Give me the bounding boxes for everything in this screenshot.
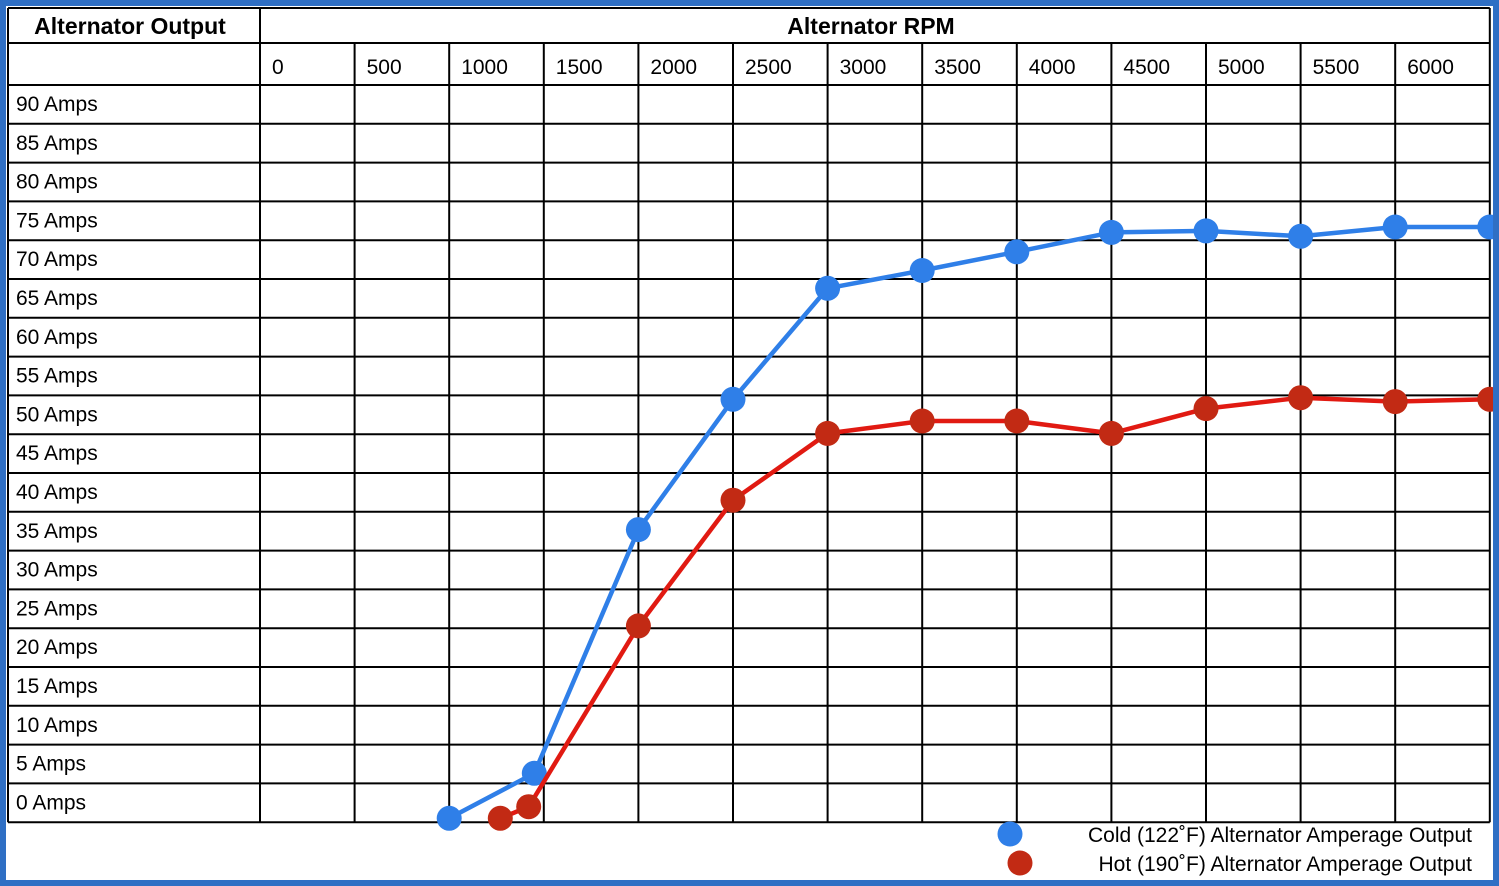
y-tick-labels: 90 Amps 85 Amps 80 Amps 75 Amps 70 Amps 65 Am… (16, 93, 98, 814)
data-point (909, 258, 935, 283)
data-point (625, 517, 651, 543)
y-tick-label: 40 Amps (16, 481, 98, 504)
y-tick-label: 15 Amps (16, 675, 98, 698)
y-tick-label: 75 Amps (16, 209, 98, 232)
x-tick-label: 4500 (1123, 56, 1170, 79)
data-point (1288, 385, 1314, 411)
data-point (1382, 214, 1408, 240)
data-point (1098, 219, 1124, 245)
x-tick-label: 1500 (556, 56, 603, 79)
x-tick-label: 2000 (650, 56, 697, 79)
data-point (487, 805, 513, 831)
y-tick-label: 90 Amps (16, 93, 98, 116)
data-point (625, 613, 651, 639)
y-tick-label: 0 Amps (16, 791, 86, 814)
y-tick-label: 30 Amps (16, 559, 98, 582)
y-tick-label: 50 Amps (16, 403, 98, 426)
data-point (909, 408, 935, 434)
y-tick-label: 45 Amps (16, 442, 98, 465)
series-line (446, 224, 1493, 821)
x-tick-label: 0 (272, 56, 284, 79)
y-tick-label: 35 Amps (16, 520, 98, 543)
x-tick-label: 2500 (745, 56, 792, 79)
x-tick-label: 6000 (1407, 56, 1454, 79)
legend-item: Hot (190˚F) Alternator Amperage Output (1007, 850, 1472, 876)
y-tick-label: 80 Amps (16, 171, 98, 194)
x-tick-labels: 0 500 1000 1500 2000 2500 3000 3500 4000 4500 5000… (272, 56, 1454, 79)
data-point (1004, 408, 1030, 434)
legend-item: Cold (122˚F) Alternator Amperage Output (997, 821, 1472, 847)
x-tick-label: 3500 (934, 56, 981, 79)
row-header-label: Alternator Output (34, 13, 226, 39)
y-tick-label: 60 Amps (16, 326, 98, 349)
x-tick-label: 500 (367, 56, 402, 79)
series-layer (436, 214, 1499, 831)
series-cold (436, 214, 1499, 831)
x-tick-label: 5000 (1218, 56, 1265, 79)
x-tick-label: 1000 (461, 56, 508, 79)
data-point (516, 794, 542, 820)
legend: Cold (122˚F) Alternator Amperage Output H… (997, 821, 1472, 876)
x-tick-label: 4000 (1029, 56, 1076, 79)
grid (7, 7, 1491, 824)
column-header-label: Alternator RPM (787, 13, 954, 39)
data-point (1382, 389, 1408, 415)
data-point (1288, 223, 1314, 249)
y-tick-label: 65 Amps (16, 287, 98, 310)
y-tick-label: 70 Amps (16, 248, 98, 271)
y-tick-label: 55 Amps (16, 365, 98, 388)
y-tick-label: 5 Amps (16, 753, 86, 776)
data-point (436, 805, 462, 831)
data-point (720, 386, 746, 412)
legend-label: Cold (122˚F) Alternator Amperage Output (1088, 824, 1472, 847)
series-line (498, 395, 1493, 821)
y-tick-label: 25 Amps (16, 597, 98, 620)
legend-marker (1007, 850, 1033, 876)
x-tick-label: 3000 (840, 56, 887, 79)
data-point (815, 275, 841, 301)
x-tick-label: 5500 (1313, 56, 1360, 79)
legend-marker (997, 821, 1023, 847)
legend-label: Hot (190˚F) Alternator Amperage Output (1098, 853, 1472, 876)
y-tick-label: 85 Amps (16, 132, 98, 155)
data-point (815, 420, 841, 446)
data-point (1193, 218, 1219, 244)
data-point (1098, 420, 1124, 446)
data-point (1193, 396, 1219, 422)
y-tick-label: 20 Amps (16, 636, 98, 659)
series-hot (487, 385, 1499, 831)
data-point (521, 760, 547, 786)
y-tick-label: 10 Amps (16, 714, 98, 737)
data-point (720, 487, 746, 513)
data-point (1004, 239, 1030, 265)
